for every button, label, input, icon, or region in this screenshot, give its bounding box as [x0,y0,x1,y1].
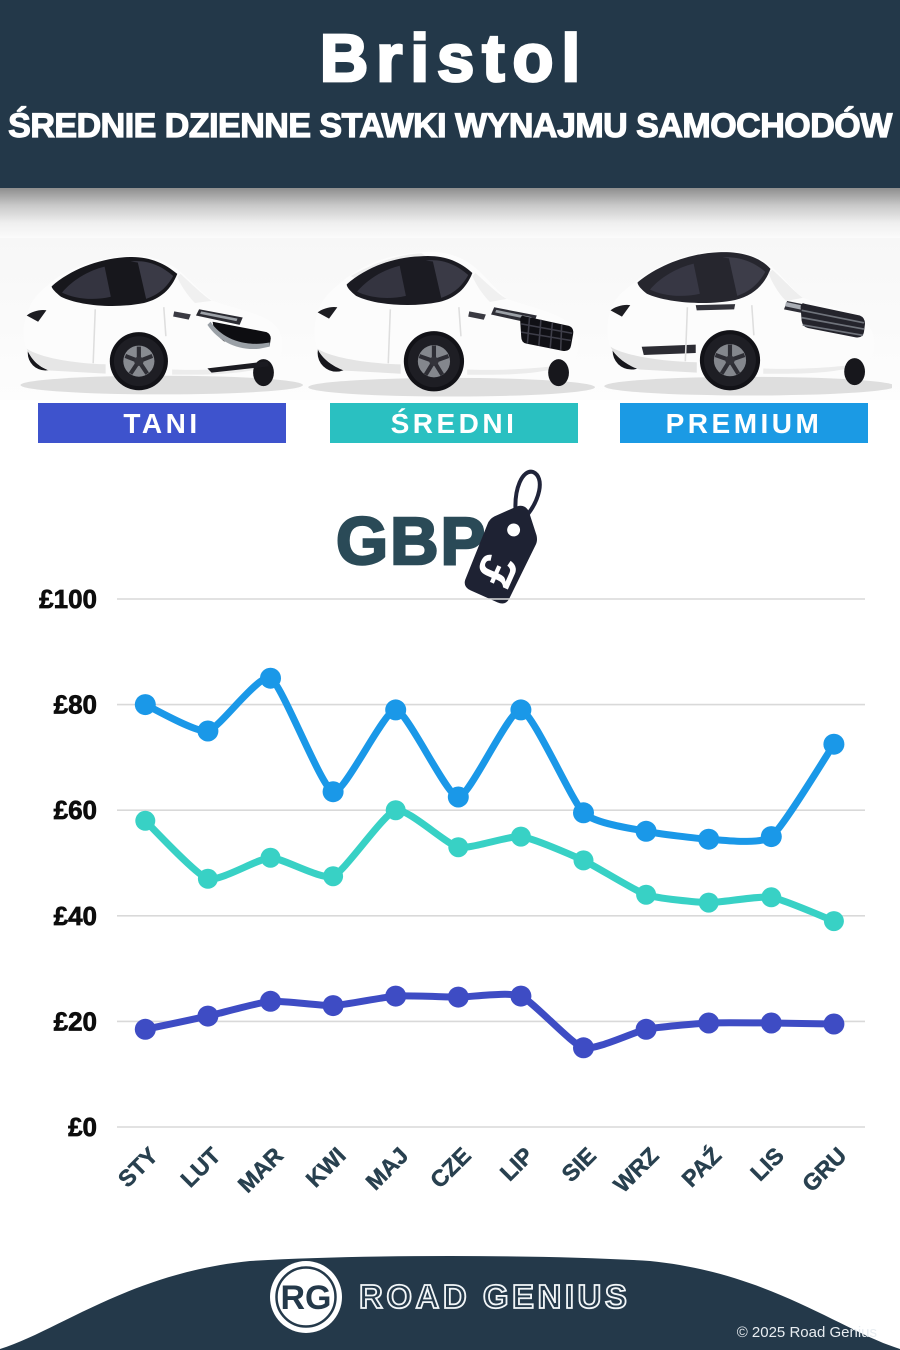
svg-text:MAR: MAR [233,1142,289,1198]
svg-text:PAŹ: PAŹ [676,1141,726,1191]
svg-text:SIE: SIE [556,1142,601,1187]
svg-text:£40: £40 [54,901,97,931]
svg-text:WRZ: WRZ [608,1142,663,1197]
svg-text:LUT: LUT [175,1142,225,1192]
svg-text:£60: £60 [54,795,97,825]
svg-text:£100: £100 [39,584,97,614]
svg-text:STY: STY [113,1142,163,1192]
svg-text:£0: £0 [68,1112,97,1142]
svg-text:ROAD GENIUS: ROAD GENIUS [359,1278,630,1315]
svg-text:£80: £80 [54,690,97,720]
svg-text:CZE: CZE [425,1142,476,1193]
svg-text:GRU: GRU [797,1142,852,1197]
svg-text:LIS: LIS [745,1142,789,1186]
svg-text:£20: £20 [54,1006,97,1036]
svg-text:LIP: LIP [495,1142,539,1186]
svg-text:RG: RG [281,1279,332,1317]
svg-text:KWI: KWI [301,1142,351,1192]
svg-text:MAJ: MAJ [361,1142,414,1195]
